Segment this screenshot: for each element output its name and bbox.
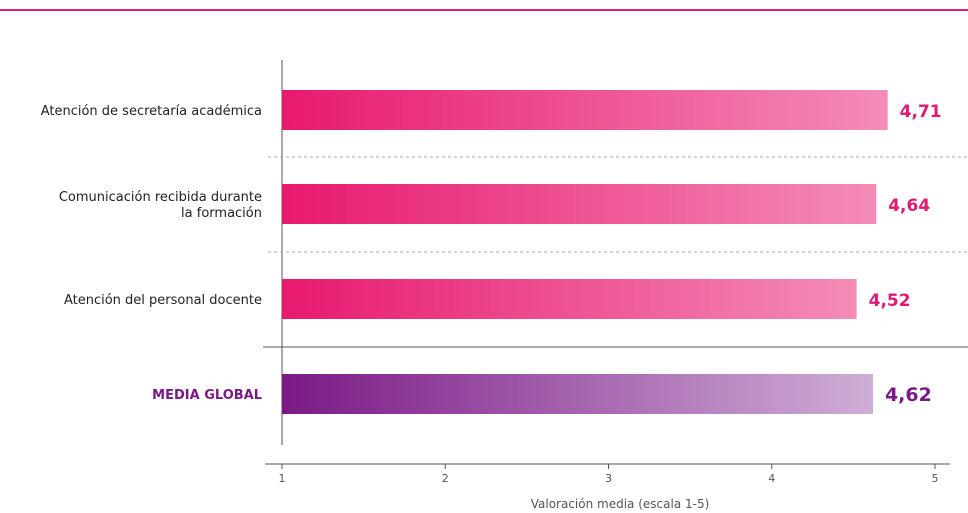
summary-value-label: 4,62 (885, 384, 932, 406)
data-label: 4,52 (869, 291, 911, 311)
x-tick-label: 1 (279, 472, 286, 485)
x-axis-title: Valoración media (escala 1-5) (531, 497, 710, 511)
data-label: 4,64 (888, 196, 930, 216)
summary-bar (282, 374, 873, 414)
category-label: la formación (181, 206, 262, 221)
category-label: Atención de secretaría académica (41, 104, 262, 119)
bar (282, 184, 877, 224)
bar (282, 279, 857, 319)
category-label: Comunicación recibida durante (59, 190, 262, 205)
x-tick-label: 5 (932, 472, 939, 485)
x-tick-label: 4 (768, 472, 775, 485)
x-tick-label: 2 (442, 472, 449, 485)
data-label: 4,71 (900, 102, 942, 122)
category-label: Atención del personal docente (64, 293, 262, 308)
summary-label: MEDIA GLOBAL (152, 388, 262, 403)
x-tick-label: 3 (605, 472, 612, 485)
bar (282, 90, 888, 130)
